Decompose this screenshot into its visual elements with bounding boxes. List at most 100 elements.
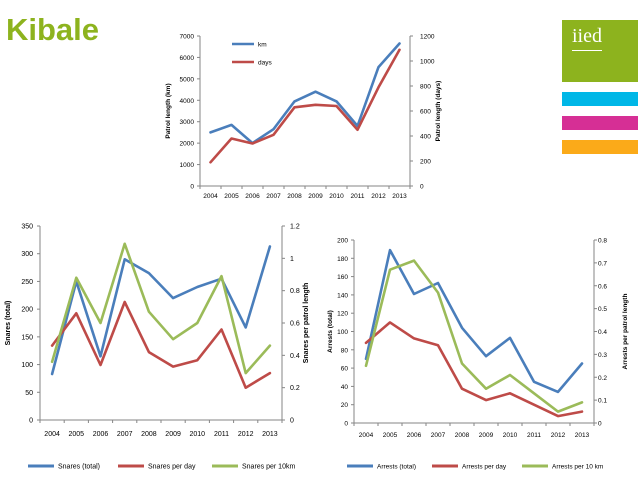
logo-text: iied	[572, 25, 602, 47]
snares-y-tick-label: 250	[21, 279, 33, 286]
snares-y-tick-label: 300	[21, 251, 33, 258]
patrol-x-tick-label: 2010	[329, 193, 344, 200]
patrol-y2-tick-label: 1200	[420, 34, 435, 41]
patrol-y-tick-label: 0	[190, 184, 194, 191]
arrests-legend-label: Arrests per 10 km	[552, 464, 603, 471]
iied-logo: iied	[562, 20, 638, 82]
arrests-x-tick-label: 2010	[503, 432, 518, 439]
patrol-x-tick-label: 2011	[351, 193, 365, 200]
patrol-y2-tick-label: 800	[420, 84, 431, 91]
patrol-y-tick-label: 6000	[180, 55, 195, 62]
stripe-cyan	[562, 92, 638, 106]
patrol-y-tick-label: 1000	[180, 162, 195, 169]
snares-y-tick-label: 100	[21, 362, 33, 369]
patrol-y2-tick-label: 0	[420, 184, 424, 191]
snares-y-tick-label: 150	[21, 334, 33, 341]
snares-x-tick-label: 2008	[141, 431, 157, 438]
arrests-y2-tick-label: 0.8	[598, 238, 607, 245]
arrests-x-tick-label: 2009	[479, 432, 494, 439]
snares-series-snares-per-day	[50, 300, 272, 390]
arrests-x-tick-label: 2013	[575, 432, 590, 439]
snares-x-tick-label: 2010	[190, 431, 206, 438]
patrol-y2-tick-label: 600	[420, 109, 431, 116]
snares-series-snares-total	[50, 245, 272, 376]
arrests-y2-tick-label: 0.1	[598, 398, 607, 405]
arrests-y-tick-label: 40	[341, 384, 349, 391]
snares-y2-tick-label: 0.4	[290, 353, 300, 360]
arrests-y-tick-label: 140	[337, 292, 348, 299]
arrests-y2-tick-label: 0	[598, 421, 602, 428]
snares-x-tick-label: 2011	[214, 431, 229, 438]
snares-y2-tick-label: 1	[290, 256, 294, 263]
snares-y2-tick-label: 0.2	[290, 385, 300, 392]
patrol-legend-label: km	[258, 42, 267, 49]
snares-y2-axis-title: Snares per patrol length	[303, 283, 310, 364]
snares-x-tick-label: 2013	[262, 431, 278, 438]
snares-x-tick-label: 2004	[44, 431, 60, 438]
patrol-y2-tick-label: 1000	[420, 59, 435, 66]
stripe-orange	[562, 140, 638, 154]
snares-y2-tick-label: 0.8	[290, 288, 300, 295]
arrests-legend-label: Arrests (total)	[377, 464, 416, 471]
patrol-x-tick-label: 2012	[371, 193, 386, 200]
patrol-y-axis-title: Patrol length (km)	[165, 83, 172, 138]
arrests-x-tick-label: 2004	[359, 432, 374, 439]
arrests-y-tick-label: 80	[341, 347, 349, 354]
arrests-y-tick-label: 100	[337, 329, 348, 336]
arrests-y2-tick-label: 0.7	[598, 260, 607, 267]
patrol-legend-label: days	[258, 60, 272, 67]
snares-y2-tick-label: 0.6	[290, 321, 300, 328]
patrol-x-tick-label: 2004	[203, 193, 218, 200]
snares-y2-tick-label: 1.2	[290, 224, 300, 231]
arrests-y-tick-label: 0	[344, 421, 348, 428]
patrol-x-tick-label: 2008	[287, 193, 302, 200]
patrol-y-tick-label: 5000	[180, 76, 195, 83]
patrol-x-tick-label: 2013	[392, 193, 407, 200]
patrol-y2-tick-label: 400	[420, 134, 431, 141]
snares-y2-tick-label: 0	[290, 418, 294, 425]
arrests-y2-tick-label: 0.2	[598, 375, 607, 382]
arrests-series-arrests-total	[364, 248, 584, 394]
snares-x-tick-label: 2005	[69, 431, 85, 438]
snares-y-tick-label: 50	[25, 390, 33, 397]
arrests-y-tick-label: 120	[337, 311, 348, 318]
arrests-x-tick-label: 2011	[527, 432, 541, 439]
snares-x-tick-label: 2007	[117, 431, 133, 438]
snares-x-tick-label: 2012	[238, 431, 254, 438]
snares-legend-label: Snares per day	[148, 464, 196, 471]
patrol-y2-tick-label: 200	[420, 159, 431, 166]
snares-y-tick-label: 200	[21, 307, 33, 314]
arrests-y2-tick-label: 0.5	[598, 306, 607, 313]
arrests-x-tick-label: 2012	[551, 432, 566, 439]
snares-legend-label: Snares (total)	[58, 464, 100, 471]
patrol-y-tick-label: 3000	[180, 119, 195, 126]
arrests-y-tick-label: 160	[337, 274, 348, 281]
snares-x-tick-label: 2006	[93, 431, 109, 438]
patrol-x-tick-label: 2007	[266, 193, 281, 200]
arrests-y-tick-label: 180	[337, 256, 348, 263]
arrests-y-tick-label: 60	[341, 366, 349, 373]
snares-y-tick-label: 350	[21, 224, 33, 231]
arrests-y-tick-label: 200	[337, 238, 348, 245]
patrol-y-tick-label: 2000	[180, 141, 195, 148]
snares-y-axis-title: Snares (total)	[5, 301, 12, 346]
snares-x-tick-label: 2009	[165, 431, 181, 438]
arrests-x-tick-label: 2005	[383, 432, 398, 439]
arrests-y2-axis-title: Arrests per patrol length	[622, 294, 629, 370]
arrests-series-arrests-per-10-km	[364, 259, 584, 413]
arrests-x-tick-label: 2006	[407, 432, 422, 439]
arrests-y-axis-title: Arrests (total)	[327, 310, 334, 353]
patrol-y-tick-label: 7000	[180, 34, 195, 41]
arrests-y2-tick-label: 0.6	[598, 283, 607, 290]
arrests-x-tick-label: 2007	[431, 432, 446, 439]
patrol-series-days	[209, 48, 401, 164]
page-title: Kibale	[6, 12, 100, 47]
arrests-legend-label: Arrests per day	[462, 464, 507, 471]
patrol-x-tick-label: 2009	[308, 193, 323, 200]
snares-series-snares-per-10km	[50, 242, 272, 375]
arrests-y2-tick-label: 0.3	[598, 352, 607, 359]
patrol-series-km	[209, 42, 401, 145]
